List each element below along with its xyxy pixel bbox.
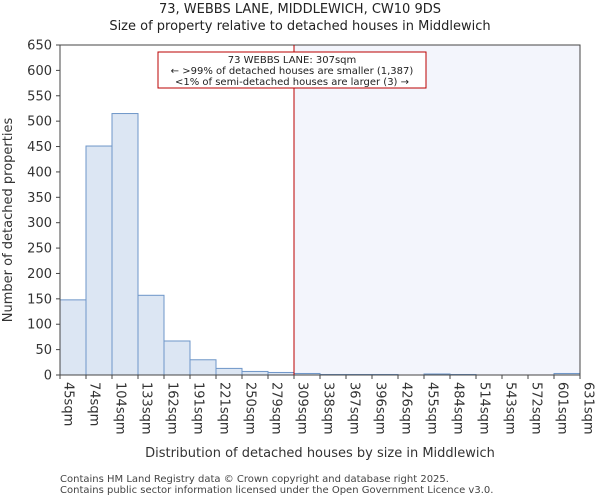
y-tick-label: 100 [27,318,52,333]
histogram-bar [85,145,113,376]
histogram-bar [163,340,191,376]
x-tick-label: 631sqm [581,382,596,435]
x-axis-label: Distribution of detached houses by size … [145,446,495,461]
y-tick-label: 500 [27,115,52,130]
histogram-bar [215,367,243,376]
histogram-bar [189,359,217,376]
y-tick-label: 550 [27,89,52,104]
x-tick-label: 221sqm [217,382,232,435]
x-tick-label: 162sqm [165,382,180,435]
x-tick-label: 455sqm [425,382,440,435]
y-tick-label: 400 [27,165,52,180]
footer-licence: Contains public sector information licen… [60,485,494,496]
x-tick-label: 426sqm [399,382,414,435]
y-tick-label: 600 [27,64,52,79]
annotation-smaller-share: ← >99% of detached houses are smaller (1… [171,66,414,77]
x-tick-label: 543sqm [503,382,518,435]
histogram-bar [241,370,269,376]
y-tick-label: 350 [27,191,52,206]
y-tick-label: 0 [44,369,52,384]
x-tick-label: 396sqm [373,382,388,435]
x-tick-label: 484sqm [451,382,466,435]
annotation-property-size: 73 WEBBS LANE: 307sqm [228,55,357,66]
y-tick-label: 150 [27,292,52,307]
y-tick-label: 200 [27,267,52,282]
x-tick-label: 309sqm [295,382,310,435]
histogram-bar [59,299,87,376]
chart-title-subtitle: Size of property relative to detached ho… [109,19,491,34]
x-tick-label: 514sqm [477,382,492,435]
x-tick-label: 104sqm [113,382,128,435]
x-tick-label: 133sqm [139,382,154,435]
annotation-larger-share: <1% of semi-detached houses are larger (… [175,77,409,88]
histogram-bar [111,113,139,376]
histogram-bar [137,294,165,376]
x-tick-label: 250sqm [243,382,258,435]
x-tick-label: 191sqm [191,382,206,435]
x-tick-label: 572sqm [529,382,544,435]
highlight-region [294,45,580,375]
x-tick-label: 45sqm [61,382,76,426]
y-tick-label: 300 [27,216,52,231]
x-tick-label: 338sqm [321,382,336,435]
x-tick-label: 74sqm [87,382,102,426]
x-tick-label: 367sqm [347,382,362,435]
annotation-box [157,51,427,89]
y-axis-label: Number of detached properties [1,118,16,323]
footer-copyright: Contains HM Land Registry data © Crown c… [60,474,449,485]
x-tick-label: 601sqm [555,382,570,435]
x-tick-label: 279sqm [269,382,284,435]
y-tick-label: 50 [35,343,52,358]
chart-title-address: 73, WEBBS LANE, MIDDLEWICH, CW10 9DS [159,2,441,17]
y-tick-label: 650 [27,39,52,54]
y-tick-label: 250 [27,242,52,257]
y-tick-label: 450 [27,140,52,155]
